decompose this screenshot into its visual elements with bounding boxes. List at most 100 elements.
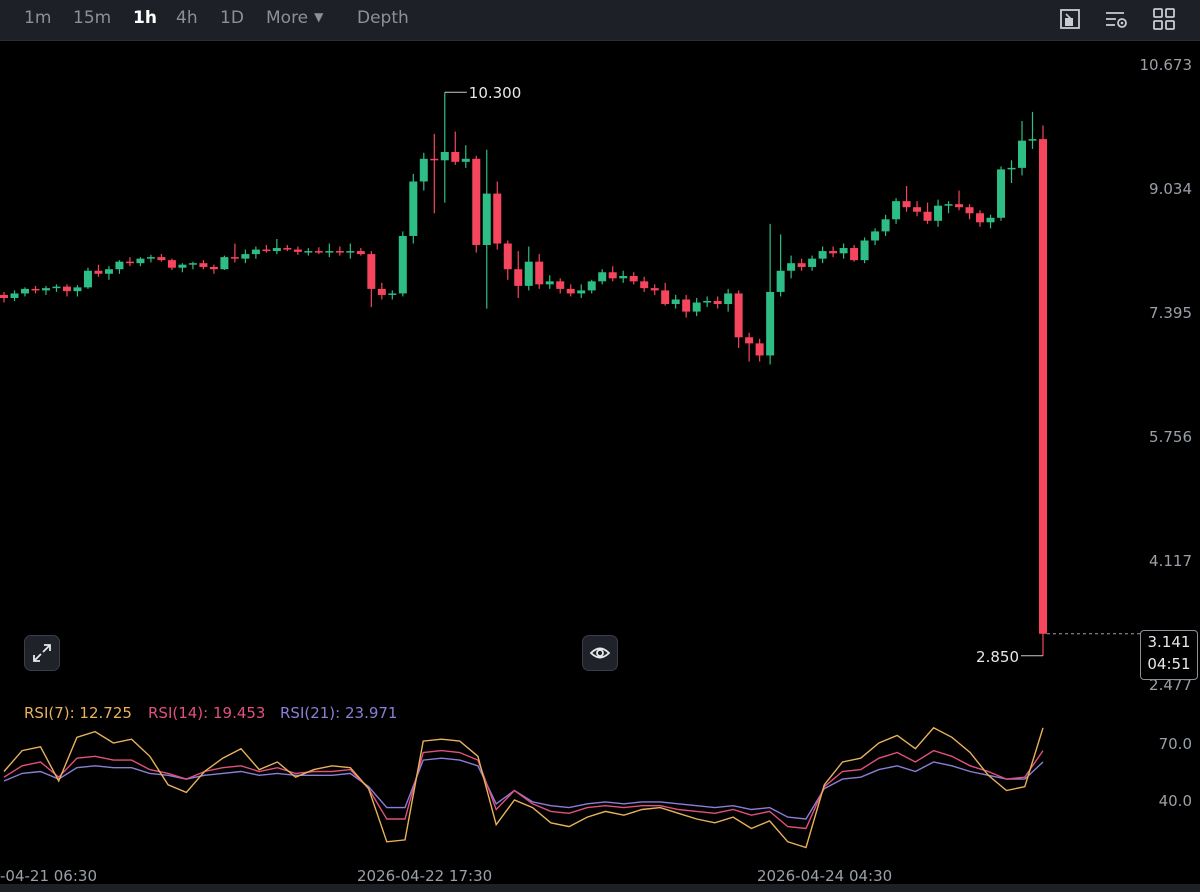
candle-body [283,248,292,250]
candle-body [115,261,124,270]
candle-body [839,248,848,254]
candle-body [577,290,586,294]
candle-body [293,249,302,252]
candle-body [703,301,712,303]
candle-body [776,270,785,292]
candle-body [62,286,71,292]
visibility-toggle-button[interactable] [582,635,618,671]
candle-body [409,181,418,236]
settings-list-icon[interactable] [1103,6,1129,32]
candle-body [1018,140,1027,168]
candle-body [650,288,659,291]
candle-body [850,248,859,261]
candle-body [566,288,575,294]
grid-icon[interactable] [1151,6,1177,32]
candle-body [797,263,806,267]
candle-body [472,158,481,246]
candlestick-chart[interactable]: 10.673 9.034 7.395 5.756 4.117 2.477 10.300 2… [0,41,1200,884]
candle-body [598,272,607,282]
candle-body [430,158,439,161]
time-axis-tick: 2026-04-22 17:30 [357,867,492,884]
candle-body [881,219,890,232]
more-label: More [266,8,309,28]
candle-body [965,207,974,214]
candle-body [724,293,733,305]
current-price-value: 3.141 [1147,633,1191,651]
fullscreen-button[interactable] [24,635,60,671]
rsi7-legend: RSI(7): 12.725 [24,704,132,722]
candle-body [178,264,187,268]
price-axis-tick: 5.756 [1149,428,1192,446]
candle-body [818,251,827,259]
candle-countdown: 04:51 [1147,655,1191,673]
candle-body [251,249,260,255]
price-axis-tick: 9.034 [1149,180,1192,198]
candle-body [346,251,355,253]
caret-down-icon: ▼ [314,10,324,24]
more-dropdown[interactable]: More ▼ [266,8,323,28]
candle-body [419,158,428,182]
timeframe-1m[interactable]: 1m [24,8,52,28]
rsi21-legend: RSI(21): 23.971 [280,704,398,722]
candle-body [52,286,61,289]
candle-body [230,257,239,259]
candle-body [335,251,344,253]
candle-body [10,293,19,298]
candle-body [41,288,50,291]
candle-body [671,299,680,305]
depth-tab[interactable]: Depth [357,8,409,28]
candle-body [199,263,208,267]
timeframe-1h[interactable]: 1h [133,8,157,28]
timeframe-15m[interactable]: 15m [73,8,112,28]
candle-body [871,231,880,241]
candle-body [220,257,229,270]
candle-body [451,151,460,162]
candle-body [997,169,1006,218]
candle-body [755,343,764,356]
eye-icon [590,647,610,659]
candle-body [125,261,134,264]
candle-body [713,301,722,305]
chart-top-bar: 1m 15m 1h 4h 1D More ▼ Depth [0,0,1200,41]
rsi14-line [3,749,1044,830]
candle-body [157,257,166,261]
time-axis-tick: 2026-04-24 04:30 [757,867,892,884]
candle-body [83,270,92,288]
bottom-border [0,884,1200,892]
candle-body [94,270,103,274]
candle-body [640,281,649,289]
candle-body [440,151,449,161]
rsi-axis-tick: 40.0 [1159,792,1192,810]
candle-body [73,287,82,292]
crop-icon[interactable] [1057,6,1083,32]
candle-body [545,281,554,285]
candle-body [787,263,796,271]
high-marker-label: 10.300 [469,84,521,102]
candle-body [1028,139,1037,141]
candle-body [262,249,271,252]
low-marker-label: 2.850 [976,648,1019,666]
candle-body [766,291,775,356]
candle-body [976,213,985,223]
candle-body [556,281,565,289]
rsi7-line [3,726,1044,849]
candle-body [860,240,869,261]
candle-body [913,207,922,212]
candle-body [745,337,754,344]
candle-body [829,251,838,254]
timeframe-4h[interactable]: 4h [176,8,198,28]
candle-body [188,263,197,265]
candle-body [398,235,407,294]
candle-body [629,276,638,282]
candle-body [524,261,533,286]
price-axis-tick: 2.477 [1149,676,1192,694]
candle-body [682,299,691,312]
expand-arrows-icon [33,644,51,662]
price-axis-tick: 7.395 [1149,304,1192,322]
timeframe-1d[interactable]: 1D [220,8,244,28]
candle-body [146,257,155,259]
candle-body [934,205,943,221]
candle-body [482,193,491,246]
candle-body [304,251,313,253]
candle-body [377,288,386,295]
